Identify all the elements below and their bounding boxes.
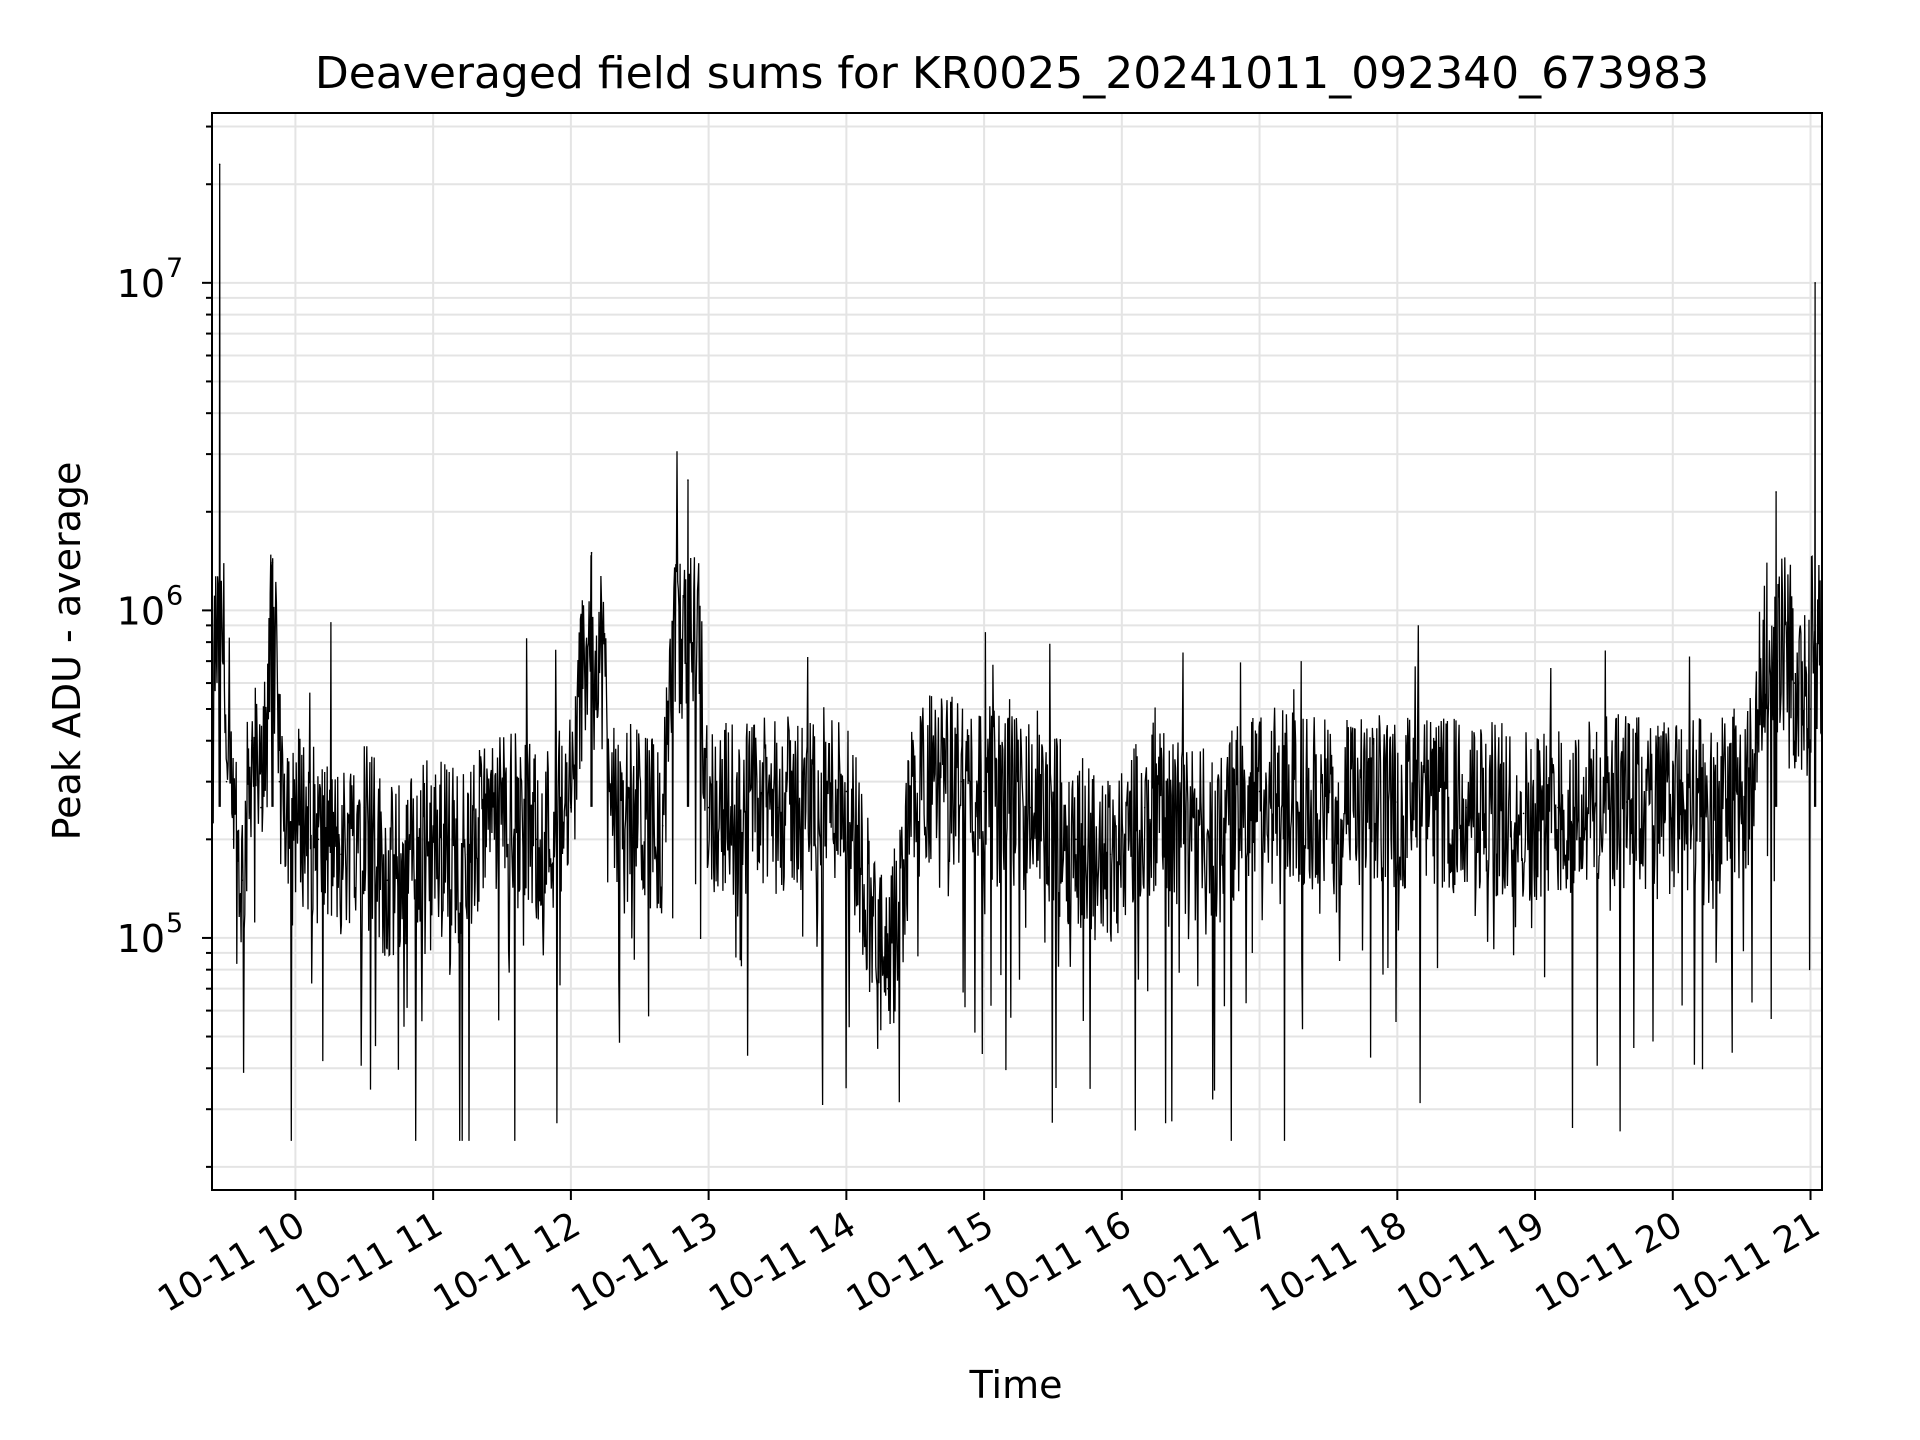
data-point — [432, 838, 434, 841]
data-point — [570, 806, 572, 809]
data-point — [340, 853, 343, 856]
series-line — [211, 163, 1823, 1141]
data-point — [466, 853, 469, 856]
data-point — [232, 838, 235, 841]
data-point — [1752, 780, 1754, 783]
data-point — [960, 780, 962, 783]
data-point — [1465, 806, 1467, 809]
data-point — [1671, 806, 1674, 809]
y-tick-label: 10 5 — [117, 908, 184, 961]
data-point — [1717, 806, 1720, 809]
data-point — [1396, 801, 1399, 803]
data-point — [615, 806, 618, 809]
data-point — [241, 879, 244, 882]
x-axis-label: Time — [969, 1363, 1063, 1407]
data-point — [886, 987, 889, 990]
data-point — [218, 163, 221, 166]
data-point — [983, 790, 985, 793]
data-point — [687, 479, 689, 481]
data-point — [661, 824, 664, 827]
y-tick-label-exponent: 7 — [166, 253, 183, 284]
data-point — [590, 551, 593, 554]
y-axis-label: Peak ADU - average — [45, 462, 89, 841]
data-point — [294, 806, 297, 809]
y-tick-label-base: 10 — [117, 917, 165, 961]
data-point — [278, 780, 281, 783]
data-point — [1143, 806, 1146, 809]
y-tick-label: 10 7 — [117, 253, 184, 306]
data-point — [250, 739, 253, 742]
data-point — [1075, 838, 1077, 841]
data-point — [1109, 853, 1112, 856]
data-point — [363, 806, 366, 809]
data-point — [1793, 682, 1796, 684]
data-point — [845, 790, 848, 793]
y-tick-label: 10 6 — [117, 580, 184, 633]
data-point — [707, 806, 710, 809]
data-point — [1258, 790, 1261, 793]
y-tick-label-base: 10 — [117, 589, 165, 633]
data-point — [776, 806, 779, 809]
data-point — [1557, 806, 1559, 809]
data-point — [386, 879, 389, 882]
data-point — [501, 806, 503, 809]
data-point — [914, 780, 917, 783]
data-point — [1522, 812, 1525, 815]
data-point — [225, 780, 228, 783]
data-point — [1327, 806, 1330, 809]
series-trace — [212, 164, 1822, 1141]
y-tick-label-base: 10 — [117, 262, 165, 306]
data-point — [317, 838, 320, 841]
data-point — [260, 806, 262, 809]
y-tick-label-exponent: 5 — [166, 908, 183, 939]
data-point — [535, 838, 538, 841]
y-tick-label-exponent: 6 — [166, 580, 183, 611]
data-point — [1029, 806, 1031, 809]
data-point — [1809, 708, 1812, 710]
data-point — [1814, 282, 1816, 284]
plot-frame — [211, 112, 1823, 1191]
data-point — [1626, 801, 1628, 803]
data-point — [1775, 491, 1777, 493]
data-point — [271, 561, 274, 564]
data-point — [1201, 838, 1203, 841]
chart-title: Deaveraged field sums for KR0025_2024101… — [315, 48, 1709, 99]
